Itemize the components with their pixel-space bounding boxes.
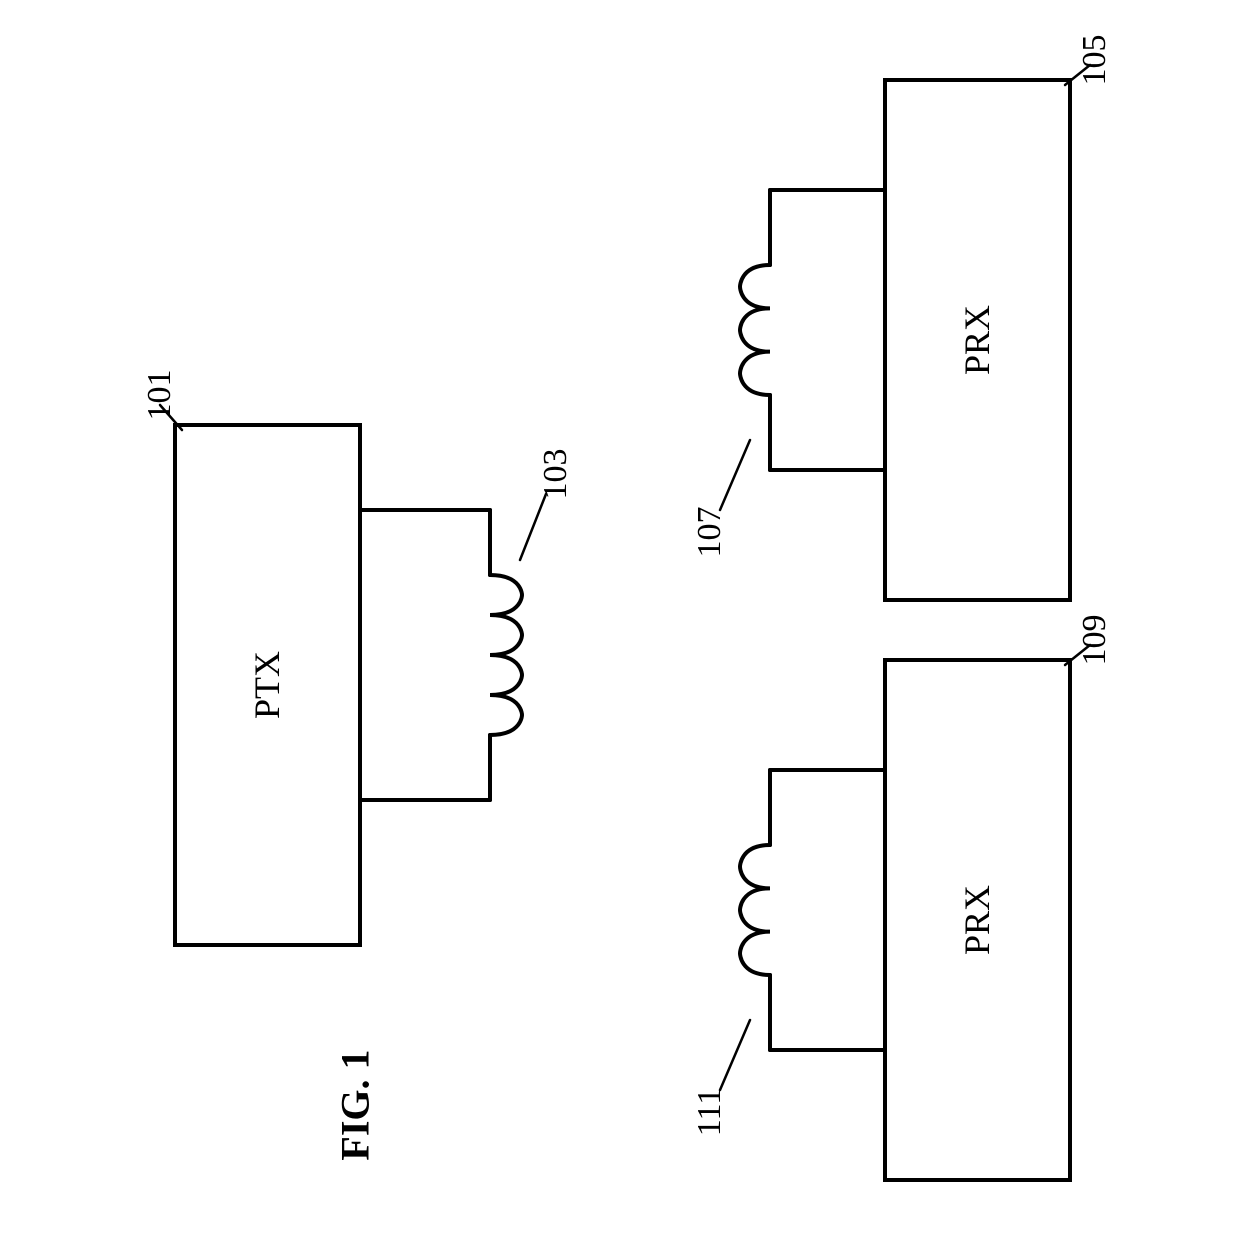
ref-111: 111 — [691, 1088, 729, 1136]
ref-105: 105 — [1076, 35, 1114, 86]
ref-103: 103 — [537, 449, 575, 500]
ptx-label: PTX — [246, 651, 288, 719]
ref-109: 109 — [1076, 615, 1114, 666]
ref-101: 101 — [141, 370, 179, 421]
figure-label: FIG. 1 — [332, 1049, 379, 1160]
ref-107: 107 — [691, 507, 729, 558]
diagram-stage: PTX PRX PRX 101 103 105 107 109 111 FIG.… — [0, 0, 1240, 1234]
prx2-label: PRX — [956, 885, 998, 955]
prx1-label: PRX — [956, 305, 998, 375]
diagram-svg — [0, 0, 1240, 1234]
